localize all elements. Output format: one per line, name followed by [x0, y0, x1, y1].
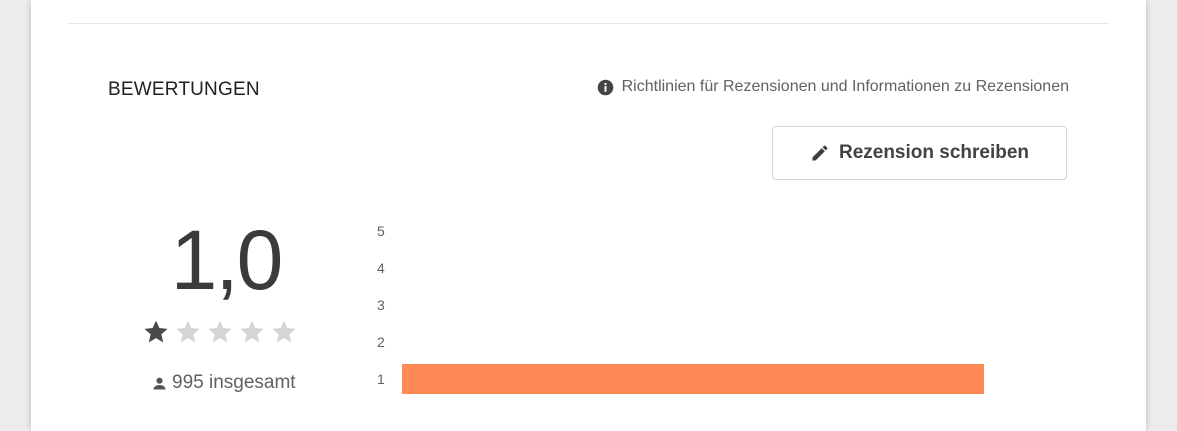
- person-icon: [151, 375, 168, 392]
- histogram-label-5: 5: [377, 223, 385, 239]
- star-icon: [238, 318, 266, 346]
- histogram-label-2: 2: [377, 334, 385, 350]
- info-icon: [597, 79, 614, 96]
- star-icon: [206, 318, 234, 346]
- star-icon: [270, 318, 298, 346]
- star-icon: [174, 318, 202, 346]
- histogram-label-3: 3: [377, 297, 385, 313]
- average-score: 1,0: [170, 213, 284, 307]
- star-rating: [142, 318, 298, 346]
- histogram-bar-1: [402, 364, 984, 394]
- pencil-icon: [810, 143, 830, 163]
- total-reviews: 995 insgesamt: [151, 372, 296, 394]
- total-reviews-text: 995 insgesamt: [172, 372, 296, 393]
- histogram-label-4: 4: [377, 260, 385, 276]
- review-guidelines-text: Richtlinien für Rezensionen und Informat…: [621, 78, 1069, 95]
- write-review-button[interactable]: Rezension schreiben: [772, 126, 1067, 180]
- write-review-label: Rezension schreiben: [838, 142, 1030, 163]
- histogram-label-1: 1: [377, 371, 385, 387]
- divider: [68, 23, 1109, 24]
- star-icon: [142, 318, 170, 346]
- review-guidelines-link[interactable]: Richtlinien für Rezensionen und Informat…: [597, 78, 1069, 96]
- section-title: BEWERTUNGEN: [108, 79, 260, 100]
- ratings-card: BEWERTUNGEN Richtlinien für Rezensionen …: [31, 0, 1146, 431]
